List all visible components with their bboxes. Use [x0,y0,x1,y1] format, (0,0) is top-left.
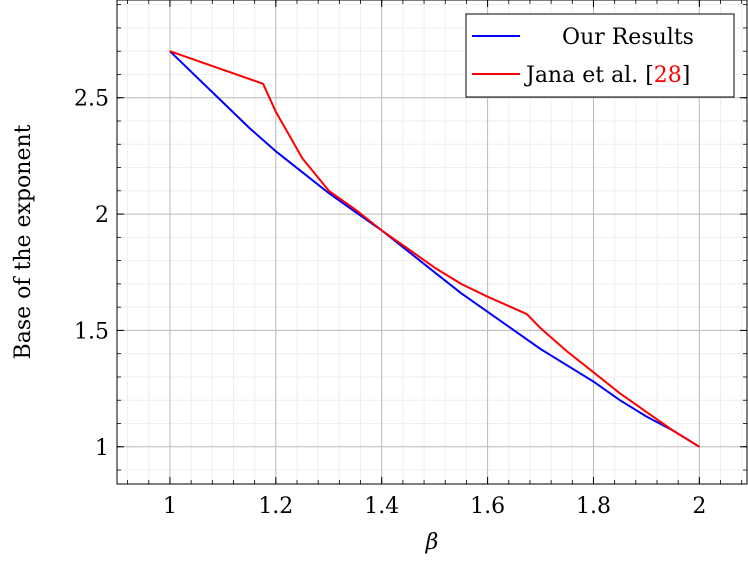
x-tick-label: 1.4 [364,494,399,519]
legend-box [465,13,735,98]
legend-label-our-results: Our Results [562,25,694,50]
minor-ticks [117,0,747,484]
x-tick-label: 1 [163,494,177,519]
x-tick-label: 1.6 [470,494,505,519]
y-tick-label: 2 [95,203,109,228]
y-tick-label: 2.5 [74,87,109,112]
major-ticks [117,0,747,484]
x-tick-labels: 1 1.2 1.4 1.6 1.8 2 [163,494,706,519]
x-axis-title: β [425,530,439,555]
y-tick-label: 1 [95,436,109,461]
y-axis-title: Base of the exponent [11,124,36,359]
axis-frame [116,0,748,485]
legend-label-jana-et-al: Jana et al. [28] [524,63,690,88]
series-line-our-results [169,50,700,448]
series-line-jana-et-al [169,50,700,448]
y-tick-labels: 1 1.5 2 2.5 [74,87,109,461]
x-tick-label: 2 [692,494,706,519]
series-layer [169,50,700,448]
x-tick-label: 1.8 [576,494,611,519]
legend: Our Results Jana et al. [28] [465,13,735,98]
x-tick-label: 1.2 [258,494,293,519]
legend-citation-ref: 28 [654,63,682,88]
y-tick-label: 1.5 [74,319,109,344]
